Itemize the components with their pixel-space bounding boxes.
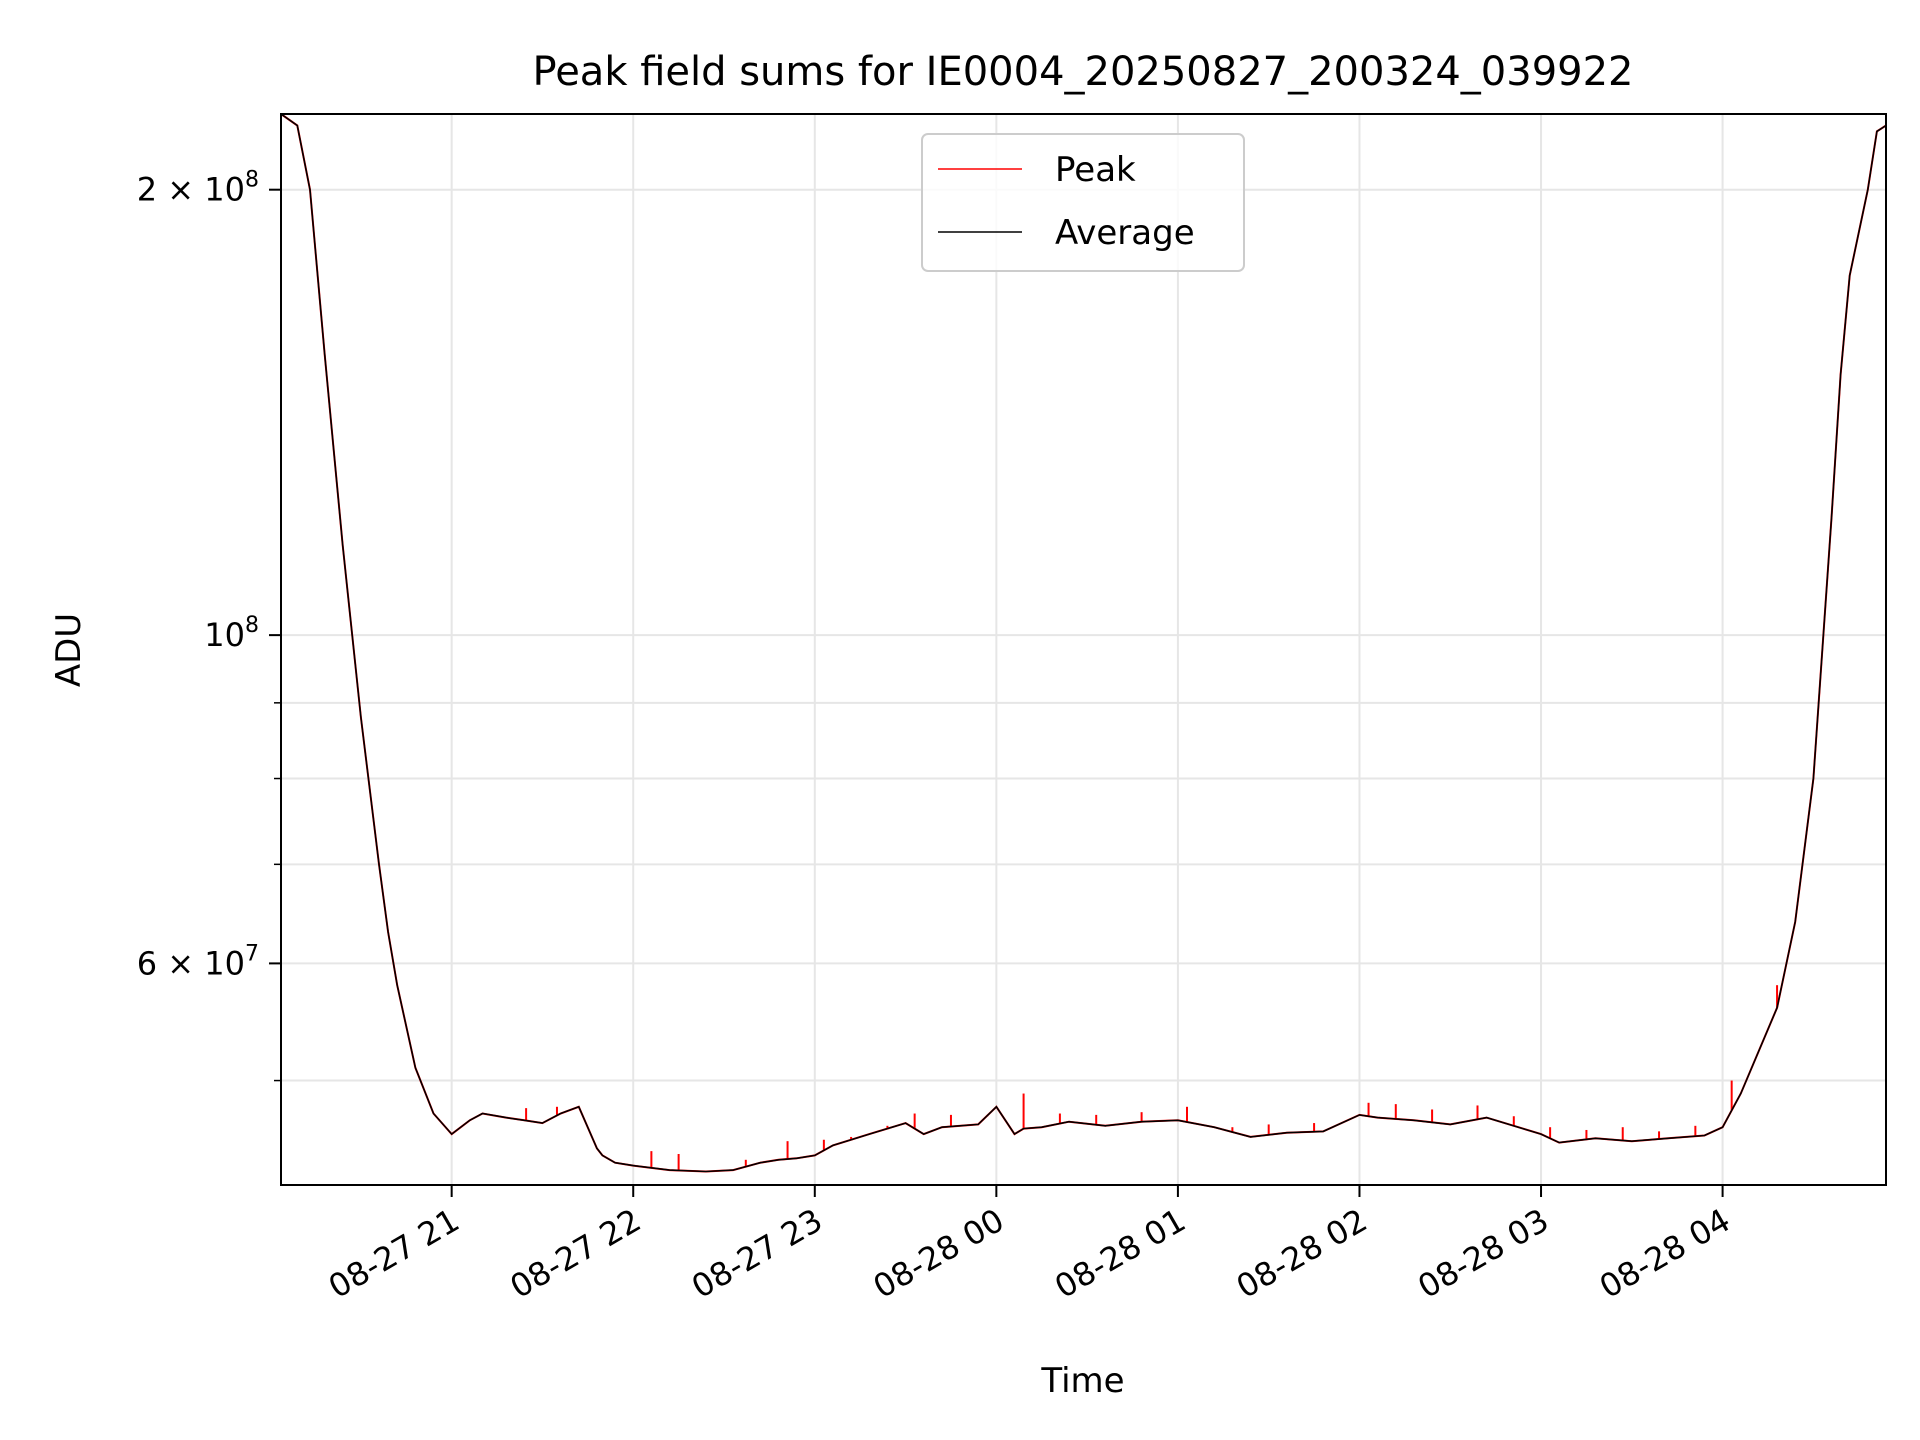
y-tick-label: 108 <box>204 613 259 654</box>
series-line-average <box>280 113 1887 1173</box>
chart-title: Peak field sums for IE0004_20250827_2003… <box>533 49 1634 95</box>
legend-entry-peak: Peak <box>1055 150 1136 190</box>
y-tick-mantissa: 6 × 10 <box>137 944 245 982</box>
series-layer <box>280 113 1887 1173</box>
y-tick-exponent: 8 <box>245 168 259 193</box>
legend: Peak Average <box>921 133 1245 272</box>
y-tick-mantissa: 2 × 10 <box>137 171 245 209</box>
plot-area <box>281 114 1886 1185</box>
y-tick-label: 6 × 107 <box>137 941 259 982</box>
y-axis-label: ADU <box>49 613 89 687</box>
y-tick-exponent: 7 <box>245 941 259 966</box>
y-tick-exponent: 8 <box>245 613 259 638</box>
legend-entry-average: Average <box>1055 213 1195 253</box>
plot-frame <box>280 113 1887 1186</box>
y-tick-mantissa: 10 <box>204 616 245 654</box>
grid-lines <box>281 114 1886 1185</box>
x-axis-label: Time <box>1040 1361 1124 1401</box>
y-tick-label: 2 × 108 <box>137 168 259 209</box>
